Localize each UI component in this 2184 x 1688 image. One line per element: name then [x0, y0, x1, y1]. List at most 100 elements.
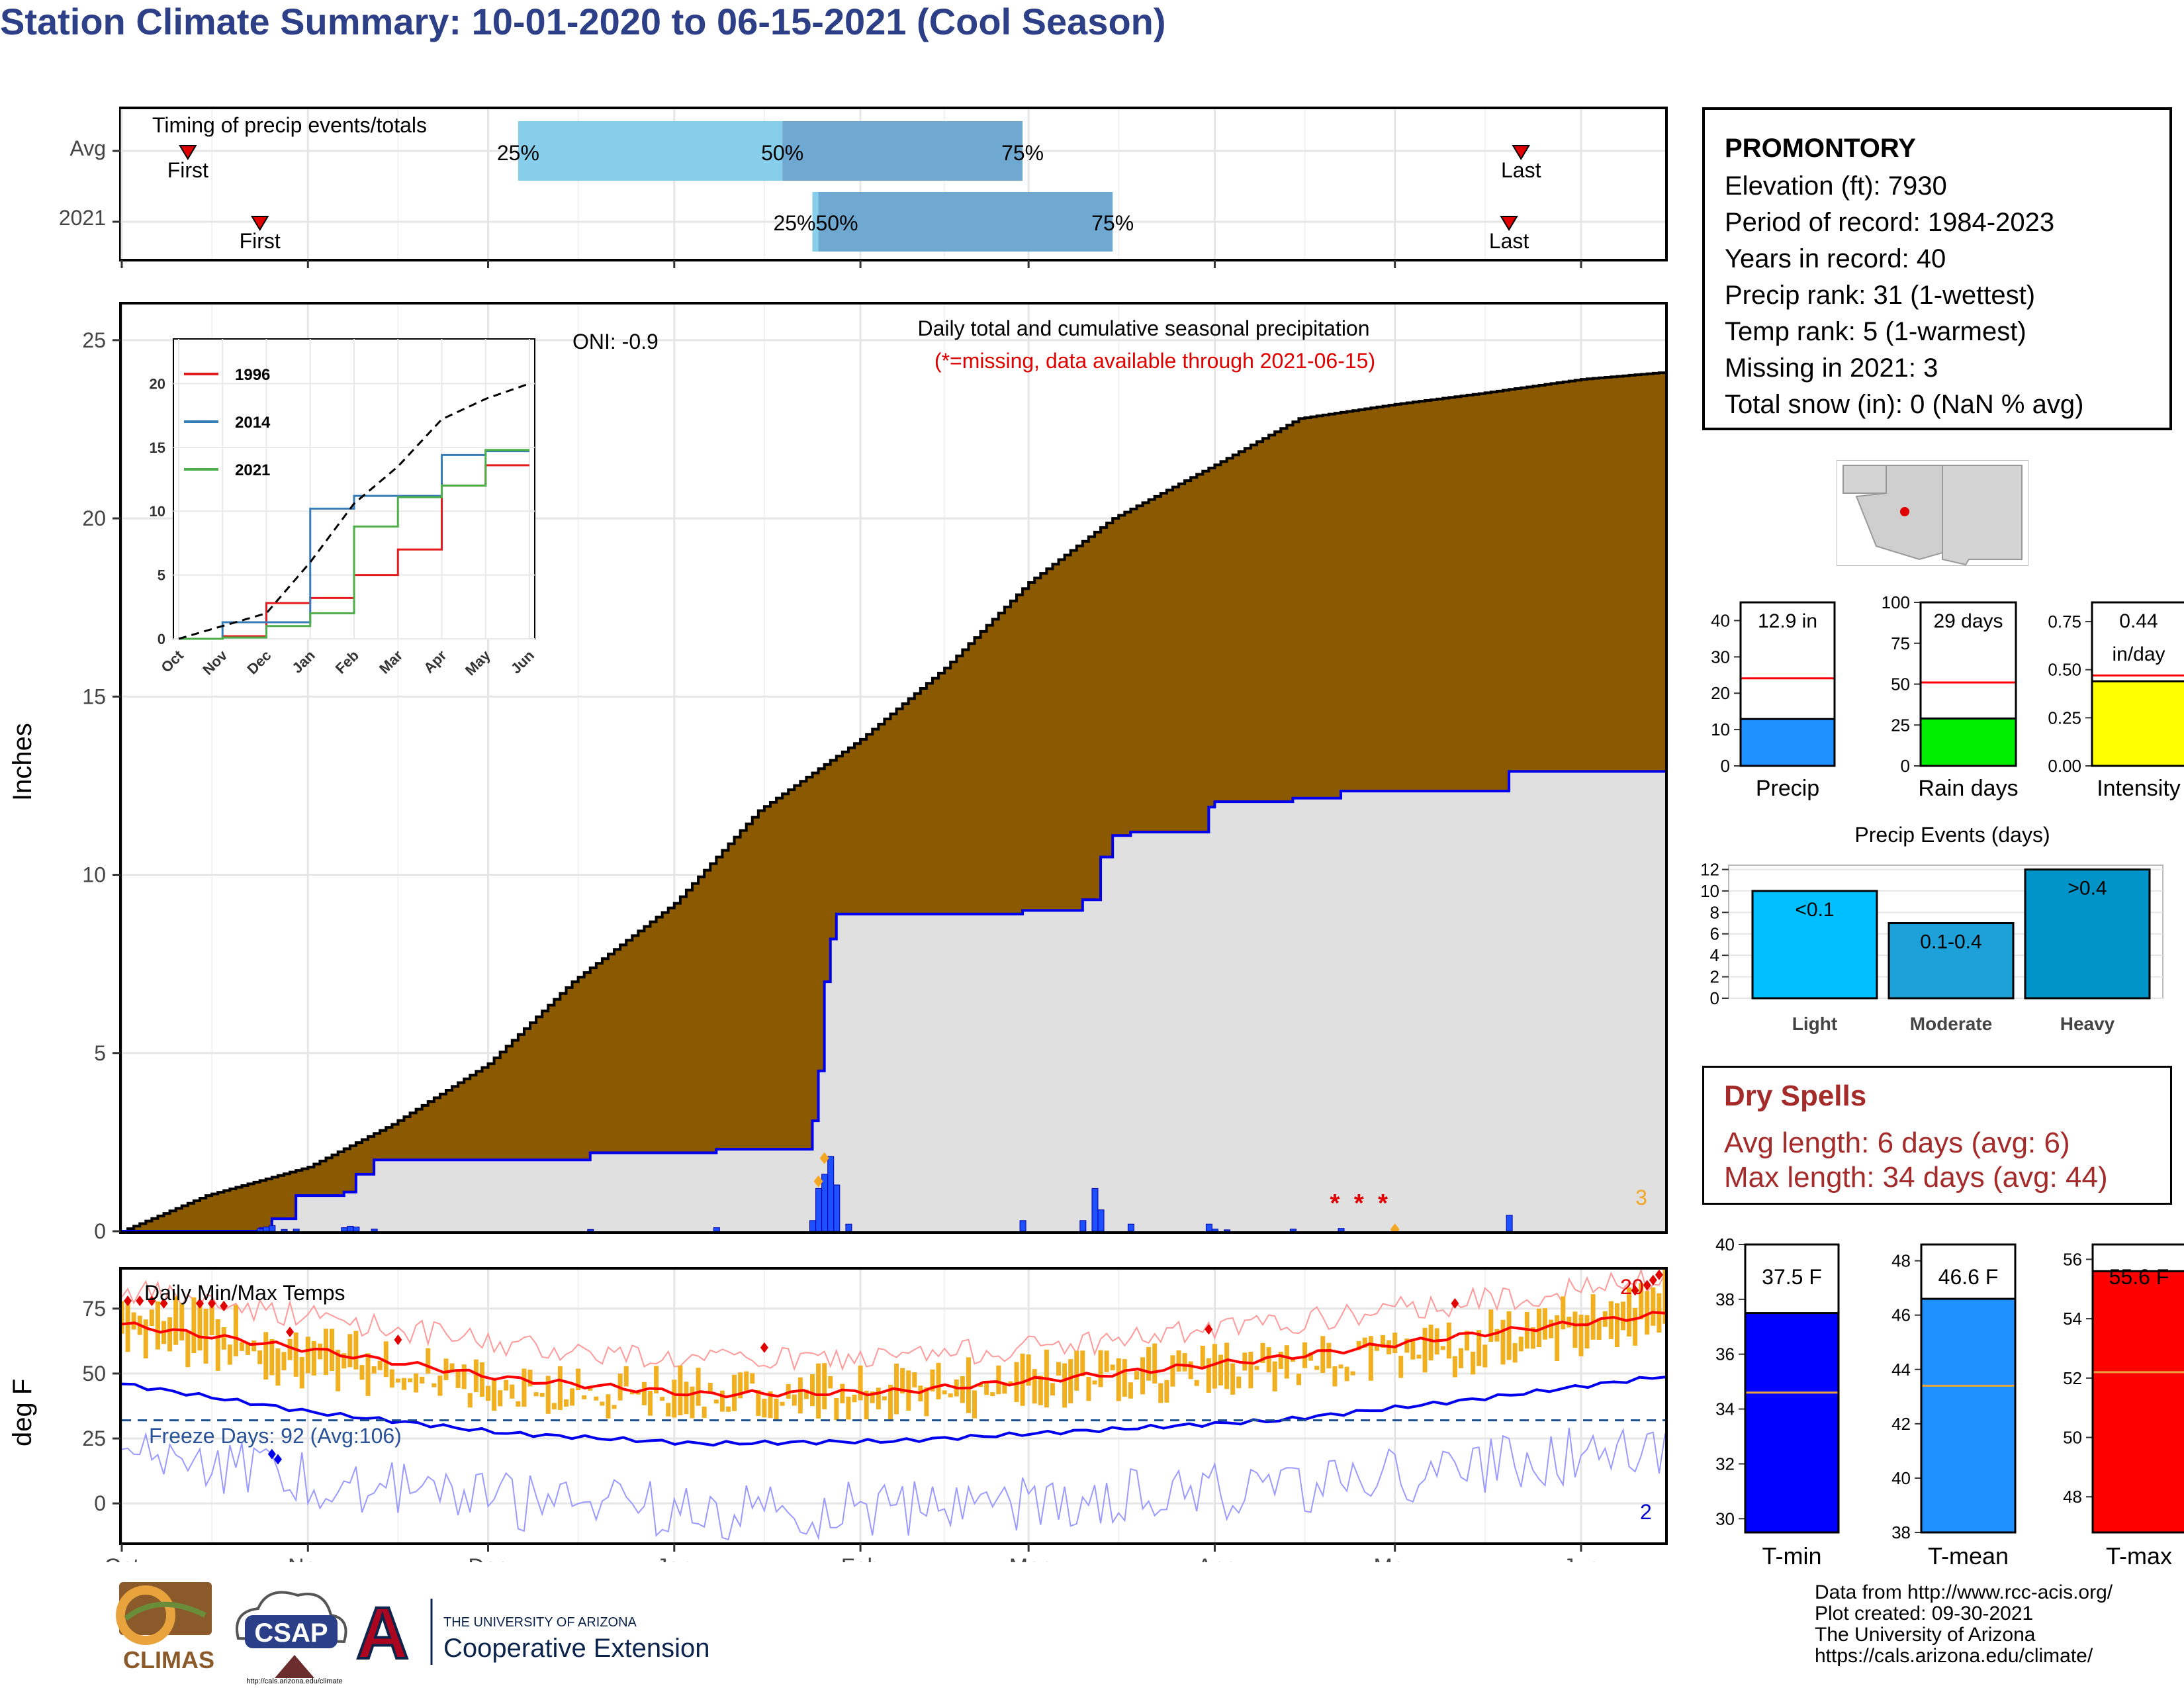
daily-temp-bar [1032, 1369, 1037, 1404]
record-low-line [122, 1427, 1665, 1541]
daily-precip-bar [353, 1227, 360, 1231]
daily-temp-bar [275, 1348, 281, 1386]
inset-x-tick: Mar [376, 647, 406, 677]
daily-temp-bar [864, 1390, 869, 1420]
daily-temp-bar [1471, 1351, 1476, 1375]
ua-logo: A THE UNIVERSITY OF ARIZONA Cooperative … [355, 1591, 709, 1675]
daily-temp-bar [1164, 1380, 1169, 1403]
daily-temp-bar [846, 1396, 851, 1420]
daily-temp-bar [1428, 1325, 1433, 1361]
daily-temp-bar [353, 1331, 359, 1370]
y-tick-label: 38 [1891, 1523, 1911, 1542]
y2021-last-marker [1500, 216, 1518, 231]
daily-temp-bar [1314, 1366, 1320, 1370]
avg-25-50-bar [518, 121, 783, 181]
x-month-label: Feb [841, 1554, 880, 1562]
info-line: Temp rank: 5 (1-warmest) [1725, 317, 2026, 346]
y-tick-label: 10 [1711, 720, 1730, 739]
daily-temp-bar [365, 1353, 371, 1396]
info-line: Missing in 2021: 3 [1725, 353, 1938, 383]
daily-temp-bar [588, 1386, 593, 1391]
daily-temp-bar [966, 1357, 971, 1413]
daily-temp-bar [233, 1305, 238, 1356]
temp-summary-frame [1744, 1243, 1840, 1534]
daily-precip-bar [713, 1227, 720, 1231]
y-tick-label: 42 [1891, 1414, 1911, 1434]
temp-bar-name: T-min [1762, 1542, 1822, 1569]
summary-value-label: 0.44 [2119, 610, 2158, 632]
daily-temp-bar [383, 1341, 388, 1378]
y-tick-label: 0.00 [2048, 756, 2081, 776]
missing-marker: * [1330, 1190, 1340, 1217]
daily-temp-bar [1374, 1345, 1379, 1351]
daily-temp-bar [1008, 1381, 1013, 1385]
y-tick-label: 0 [94, 1491, 106, 1515]
summary-bar [2091, 680, 2184, 767]
inset-x-tick: Apr [420, 647, 450, 677]
daily-temp-bar [281, 1352, 287, 1371]
y-tick-label: 15 [82, 684, 106, 708]
daily-temp-bar [803, 1389, 809, 1399]
y2021-first-marker [250, 216, 269, 231]
daily-temp-bar [1410, 1340, 1416, 1360]
record-high-marker [1655, 1270, 1663, 1280]
avg-50-75-bar [782, 121, 1023, 181]
daily-temp-bar [414, 1373, 419, 1393]
y-tick-label: 10 [82, 863, 106, 887]
logos: CLIMAS CSAP http://cals.arizona.edu/clim… [116, 1582, 709, 1685]
record-daily-marker [813, 1175, 823, 1188]
daily-temp-bar [251, 1340, 257, 1352]
inset-x-tick: May [462, 647, 494, 679]
info-line: Period of record: 1984-2023 [1725, 208, 2055, 237]
daily-temp-bar [1332, 1366, 1338, 1387]
daily-precip-bar [1019, 1220, 1026, 1231]
csap-logo: CSAP http://cals.arizona.edu/climate [236, 1591, 347, 1685]
y-tick-label: 30 [1715, 1509, 1735, 1528]
daily-temp-bar [191, 1297, 197, 1354]
daily-temp-bar [1482, 1344, 1488, 1368]
x-month-label: Jan [656, 1554, 692, 1562]
precip-panel: 0 5 10 15 20 25 Daily total and cumulative se… [82, 302, 1668, 1243]
y-tick-label: 75 [1891, 633, 1910, 653]
y-tick-label: 10 [1700, 881, 1719, 901]
daily-temp-bar [1584, 1315, 1590, 1348]
freeze-label: Freeze Days: 92 (Avg:106) [149, 1424, 402, 1448]
daily-temp-bar [1224, 1342, 1230, 1389]
avg-max-line [122, 1311, 1665, 1399]
y-tick-label: 30 [1711, 647, 1730, 667]
daily-temp-bar [179, 1303, 185, 1340]
daily-precip-bar [587, 1229, 594, 1231]
record-high-marker [1643, 1280, 1651, 1291]
inset-chart: 0 5 10 15 20 Oct Nov Dec Jan Feb Mar Apr May Jun 1996 2… [150, 338, 537, 679]
pct-label: 25%50% [773, 211, 858, 235]
daily-temp-bar [317, 1343, 322, 1360]
y-tick-label: 4 [1710, 945, 1719, 965]
daily-temp-bar [155, 1301, 160, 1350]
daily-temp-bar [1446, 1322, 1451, 1359]
inset-series-2021 [179, 449, 529, 640]
daily-temp-bar [660, 1397, 665, 1401]
legend-label: 2014 [235, 414, 271, 432]
y-tick-label: 20 [82, 506, 106, 530]
daily-temp-bar [305, 1336, 310, 1374]
daily-temp-bar [1278, 1351, 1283, 1370]
daily-precip-bar [821, 1174, 829, 1231]
first-label: First [167, 158, 208, 182]
precip-subtitle: Daily total and cumulative seasonal prec… [917, 316, 1369, 340]
daily-temp-bar [209, 1300, 214, 1336]
daily-temp-bar [696, 1368, 701, 1406]
daily-temp-bar [1218, 1354, 1224, 1385]
x-month-label: Apr [1197, 1554, 1232, 1562]
y-tick-label: 50 [2063, 1427, 2082, 1447]
daily-temp-bar [455, 1370, 461, 1388]
temp-summary-bars: 30 32 34 36 38 40 37.5 F T-min 38 40 42 44 46 48 46.6 … [1715, 1235, 2184, 1569]
daily-temp-bar [1050, 1383, 1055, 1396]
daily-precip-bar [827, 1156, 835, 1231]
event-bar [1888, 922, 2015, 1000]
daily-precip-bar [833, 1184, 841, 1231]
daily-temp-bar [1170, 1355, 1175, 1387]
missing-marker: * [1378, 1190, 1388, 1217]
event-bar [1751, 890, 1878, 1000]
x-month-label: Dec [468, 1554, 508, 1562]
